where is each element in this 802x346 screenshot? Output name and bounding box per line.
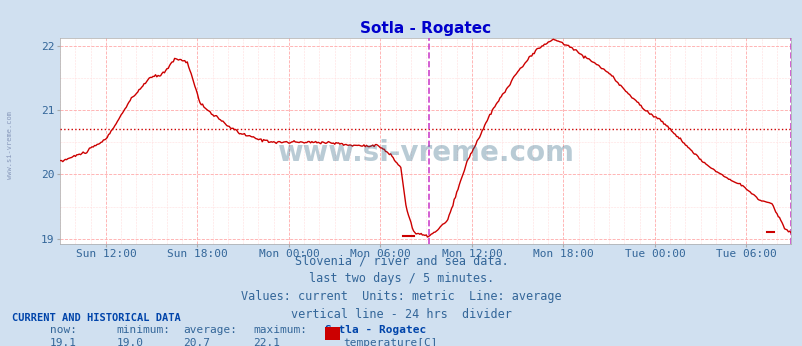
Text: last two days / 5 minutes.: last two days / 5 minutes.: [309, 272, 493, 285]
Text: 19.0: 19.0: [116, 338, 144, 346]
Text: Values: current  Units: metric  Line: average: Values: current Units: metric Line: aver…: [241, 290, 561, 303]
Text: CURRENT AND HISTORICAL DATA: CURRENT AND HISTORICAL DATA: [12, 313, 180, 323]
Title: Sotla - Rogatec: Sotla - Rogatec: [359, 20, 491, 36]
Text: 20.7: 20.7: [183, 338, 210, 346]
Text: 22.1: 22.1: [253, 338, 280, 346]
Text: maximum:: maximum:: [253, 325, 306, 335]
Text: Sotla - Rogatec: Sotla - Rogatec: [325, 325, 426, 335]
Text: www.si-vreme.com: www.si-vreme.com: [6, 111, 13, 179]
Text: 19.1: 19.1: [50, 338, 77, 346]
Text: vertical line - 24 hrs  divider: vertical line - 24 hrs divider: [290, 308, 512, 321]
Text: now:: now:: [50, 325, 77, 335]
Text: minimum:: minimum:: [116, 325, 170, 335]
Text: average:: average:: [183, 325, 237, 335]
Text: temperature[C]: temperature[C]: [343, 338, 438, 346]
Text: www.si-vreme.com: www.si-vreme.com: [277, 139, 573, 167]
Text: Slovenia / river and sea data.: Slovenia / river and sea data.: [294, 254, 508, 267]
